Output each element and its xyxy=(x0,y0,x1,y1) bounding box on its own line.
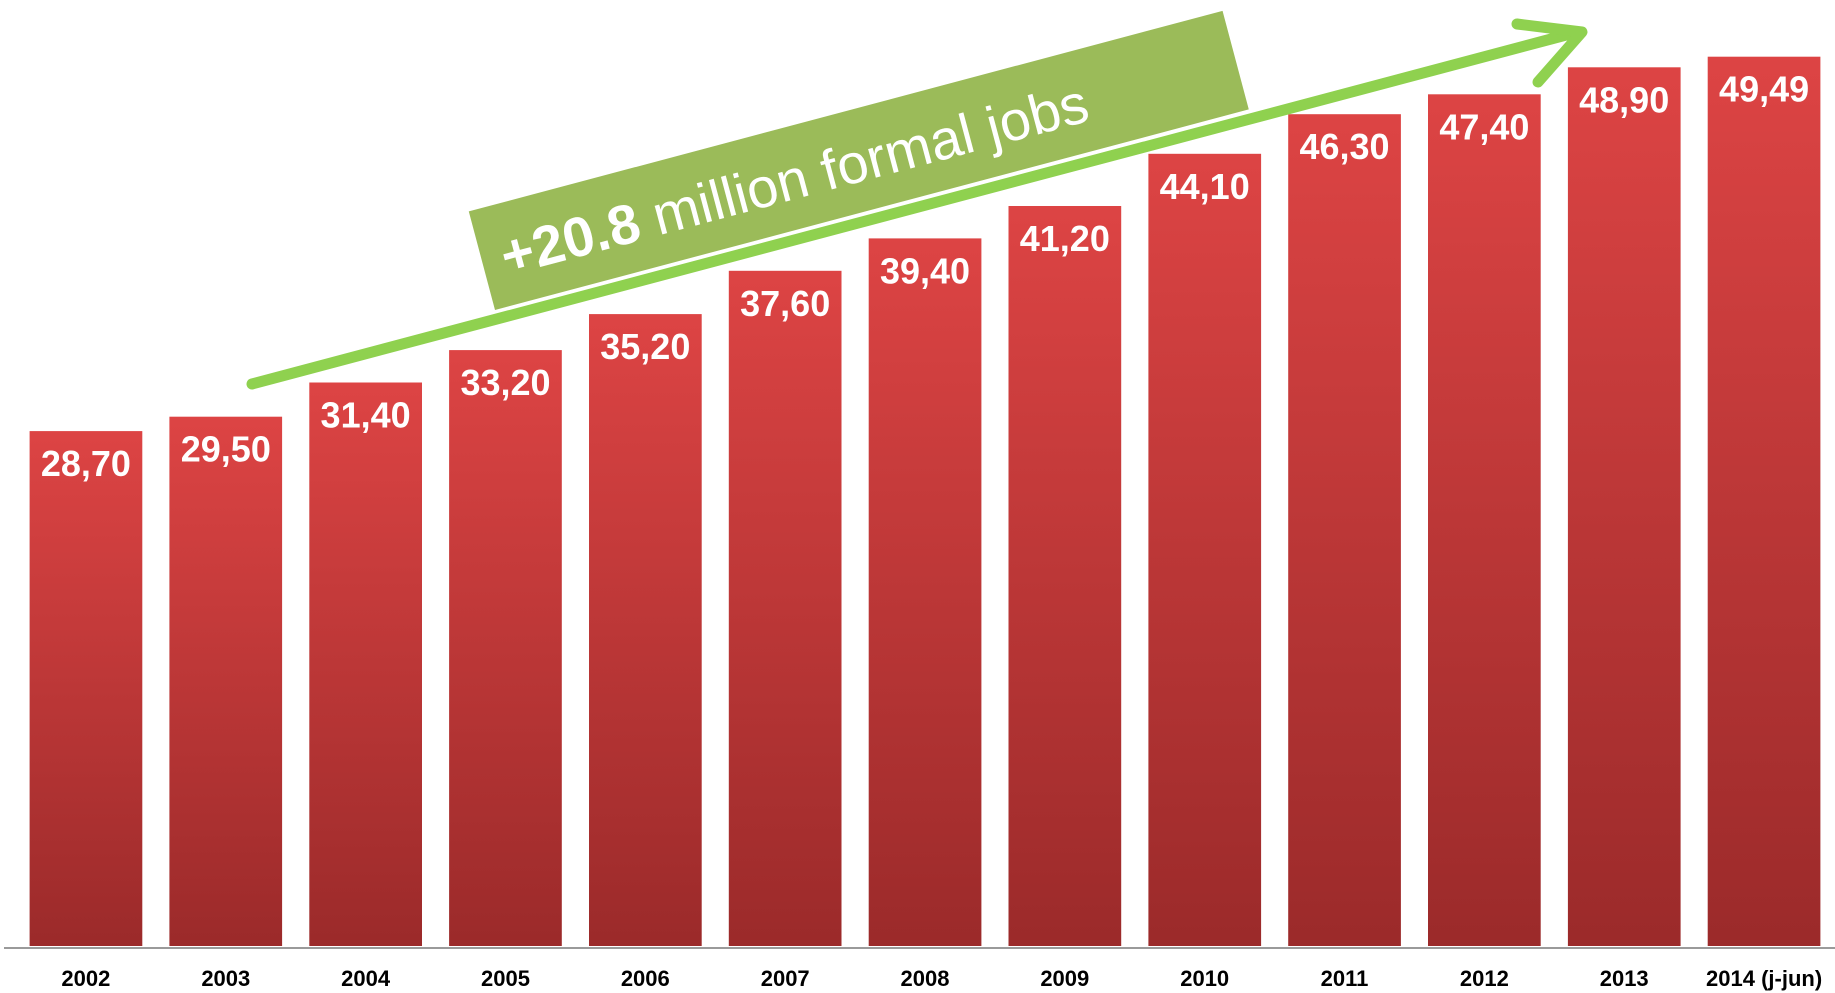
bar-2005 xyxy=(447,348,564,949)
bar-value-label: 49,49 xyxy=(1719,69,1809,110)
bar-value-label: 41,20 xyxy=(1020,218,1110,259)
bar-2008 xyxy=(866,236,984,948)
bar-value-label: 44,10 xyxy=(1160,166,1250,207)
bar-value-label: 46,30 xyxy=(1299,126,1389,167)
bar-value-label: 31,40 xyxy=(321,395,411,436)
bar-value-label: 29,50 xyxy=(181,429,271,470)
x-tick-label: 2006 xyxy=(621,966,670,991)
bar-2013 xyxy=(1565,65,1683,949)
x-tick-label: 2013 xyxy=(1600,966,1649,991)
x-tick-label: 2009 xyxy=(1040,966,1089,991)
bar-2006 xyxy=(587,312,704,949)
x-tick-label: 2010 xyxy=(1180,966,1229,991)
bar-value-label: 47,40 xyxy=(1439,106,1529,147)
bar-2003 xyxy=(167,414,285,948)
growth-banner: +20.8 million formal jobs xyxy=(468,10,1249,310)
bar-2011 xyxy=(1286,112,1403,948)
bar-value-label: 28,70 xyxy=(41,443,131,484)
bar-2010 xyxy=(1146,151,1264,949)
growth-arrow xyxy=(246,18,1588,390)
bar-value-label: 37,60 xyxy=(740,283,830,324)
bar-value-label: 39,40 xyxy=(880,250,970,291)
x-tick-label: 2002 xyxy=(61,966,110,991)
bar-2009 xyxy=(1006,204,1124,948)
bar-value-label: 33,20 xyxy=(460,362,550,403)
bar-2014 (j-jun) xyxy=(1705,54,1823,948)
bars: 28,70 29,50 31,40 33,20 35,20 37,60 39,40 41,20… xyxy=(27,54,1823,949)
x-tick-label: 2003 xyxy=(201,966,250,991)
x-axis-tick-labels: 2002 2003 2004 2005 2006 2007 2008 2009 2010 2011… xyxy=(61,966,1822,991)
growth-banner-box xyxy=(468,10,1249,310)
growth-arrow-head-icon xyxy=(1511,18,1588,88)
growth-arrow-shaft xyxy=(246,28,1576,390)
x-tick-label: 2005 xyxy=(481,966,530,991)
x-tick-label: 2008 xyxy=(901,966,950,991)
x-tick-label: 2014 (j-jun) xyxy=(1706,966,1822,991)
bar-2007 xyxy=(726,268,844,948)
bar-2012 xyxy=(1426,92,1543,949)
x-tick-label: 2012 xyxy=(1460,966,1509,991)
x-tick-label: 2004 xyxy=(341,966,391,991)
bar-value-label: 35,20 xyxy=(600,326,690,367)
bar-2002 xyxy=(27,429,145,949)
x-tick-label: 2007 xyxy=(761,966,810,991)
bar-2004 xyxy=(307,380,424,948)
x-tick-label: 2011 xyxy=(1321,966,1369,991)
bar-value-label: 48,90 xyxy=(1579,79,1669,120)
